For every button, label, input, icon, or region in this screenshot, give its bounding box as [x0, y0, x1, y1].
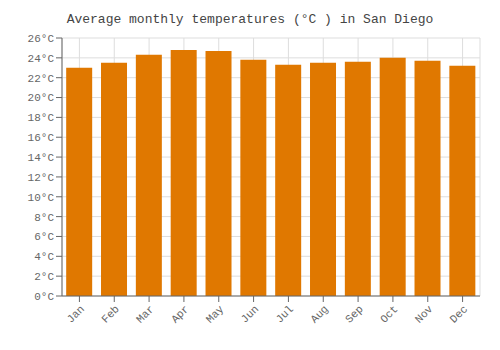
svg-text:24°C: 24°C: [28, 53, 55, 65]
svg-text:14°C: 14°C: [28, 152, 55, 164]
svg-text:0°C: 0°C: [34, 291, 54, 303]
svg-text:20°C: 20°C: [28, 92, 55, 104]
svg-text:Nov: Nov: [413, 303, 436, 326]
svg-text:Jul: Jul: [274, 303, 296, 325]
svg-text:16°C: 16°C: [28, 132, 55, 144]
svg-text:Oct: Oct: [378, 303, 400, 325]
svg-text:8°C: 8°C: [34, 212, 54, 224]
svg-text:Mar: Mar: [134, 303, 156, 325]
svg-text:26°C: 26°C: [28, 33, 55, 45]
svg-text:Dec: Dec: [448, 303, 470, 325]
svg-text:Jan: Jan: [65, 303, 87, 325]
svg-text:May: May: [204, 303, 227, 326]
html-text:Average monthly temperatures (: Average monthly temperatures (°C ) in Sa…: [66, 12, 434, 27]
svg-text:6°C: 6°C: [34, 231, 54, 243]
svg-text:4°C: 4°C: [34, 251, 54, 263]
svg-text:12°C: 12°C: [28, 172, 55, 184]
svg-text:22°C: 22°C: [28, 73, 55, 85]
svg-text:Sep: Sep: [343, 303, 365, 325]
svg-text:Feb: Feb: [99, 303, 121, 325]
svg-text:Jun: Jun: [239, 303, 261, 325]
svg-text:10°C: 10°C: [28, 192, 55, 204]
svg-text:Aug: Aug: [308, 303, 330, 325]
svg-text:18°C: 18°C: [28, 112, 55, 124]
svg-text:2°C: 2°C: [34, 271, 54, 283]
svg-text:Apr: Apr: [169, 303, 191, 325]
